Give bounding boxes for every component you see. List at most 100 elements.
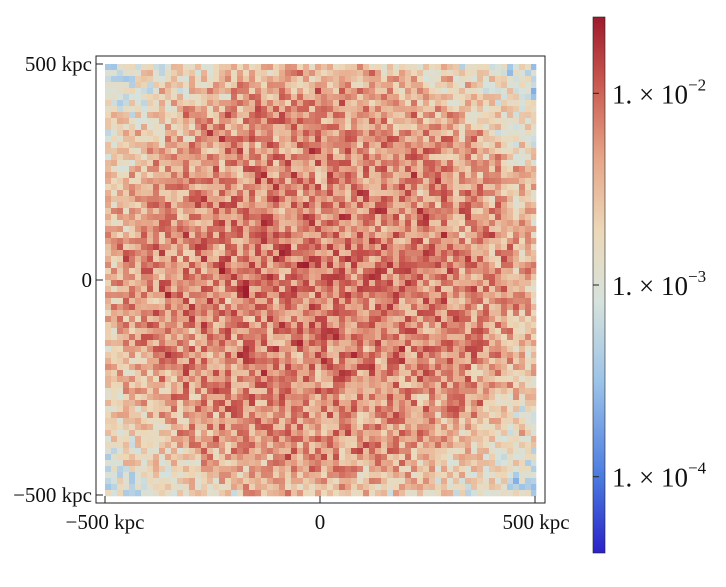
heatmap-cell — [237, 106, 244, 113]
heatmap-cell — [441, 412, 448, 419]
heatmap-cell — [369, 244, 376, 251]
heatmap-cell — [519, 466, 526, 473]
heatmap-cell — [405, 250, 412, 257]
heatmap-cell — [165, 118, 172, 125]
heatmap-cell — [417, 106, 424, 113]
heatmap-cell — [153, 238, 160, 245]
heatmap-cell — [297, 154, 304, 161]
heatmap-cell — [213, 166, 220, 173]
heatmap-cell — [369, 208, 376, 215]
heatmap-cell — [105, 226, 112, 233]
heatmap-cell — [249, 88, 256, 95]
heatmap-cell — [177, 292, 184, 299]
heatmap-cell — [339, 118, 346, 125]
heatmap-cell — [303, 250, 310, 257]
heatmap-cell — [213, 298, 220, 305]
heatmap-cell — [531, 178, 537, 185]
heatmap-cell — [477, 298, 484, 305]
heatmap-cell — [225, 334, 232, 341]
heatmap-cell — [519, 442, 526, 449]
heatmap-cell — [159, 226, 166, 233]
heatmap-cell — [123, 370, 130, 377]
heatmap-cell — [507, 268, 514, 275]
heatmap-cell — [477, 88, 484, 95]
heatmap-cell — [123, 232, 130, 239]
heatmap-cell — [501, 214, 508, 221]
heatmap-cell — [321, 214, 328, 221]
heatmap-cell — [225, 292, 232, 299]
heatmap-cell — [369, 64, 376, 71]
heatmap-cell — [417, 130, 424, 137]
heatmap-cell — [297, 406, 304, 413]
heatmap-cell — [117, 412, 124, 419]
heatmap-cell — [465, 466, 472, 473]
heatmap-cell — [429, 124, 436, 131]
heatmap-cell — [489, 352, 496, 359]
heatmap-cell — [351, 88, 358, 95]
heatmap-cell — [387, 298, 394, 305]
heatmap-cell — [291, 76, 298, 83]
heatmap-cell — [183, 220, 190, 227]
heatmap-cell — [423, 298, 430, 305]
heatmap-cell — [429, 388, 436, 395]
heatmap-cell — [207, 166, 214, 173]
heatmap-cell — [333, 376, 340, 383]
heatmap-cell — [255, 262, 262, 269]
heatmap-cell — [267, 292, 274, 299]
heatmap-cell — [195, 370, 202, 377]
heatmap-cell — [441, 100, 448, 107]
heatmap-cell — [123, 202, 130, 209]
heatmap-cell — [399, 322, 406, 329]
heatmap-cell — [153, 208, 160, 215]
heatmap-cell — [117, 358, 124, 365]
heatmap-cell — [189, 172, 196, 179]
heatmap-cell — [363, 352, 370, 359]
heatmap-cell — [441, 148, 448, 155]
heatmap-cell — [495, 184, 502, 191]
heatmap-cell — [135, 292, 142, 299]
heatmap-cell — [285, 100, 292, 107]
heatmap-cell — [375, 394, 382, 401]
heatmap-cell — [393, 124, 400, 131]
heatmap-cell — [237, 184, 244, 191]
heatmap-cell — [201, 316, 208, 323]
heatmap-cell — [315, 280, 322, 287]
heatmap-cell — [345, 424, 352, 431]
heatmap-cell — [291, 106, 298, 113]
heatmap-cell — [435, 94, 442, 101]
heatmap-cell — [411, 382, 418, 389]
heatmap-cell — [411, 166, 418, 173]
heatmap-cell — [393, 370, 400, 377]
heatmap-cell — [381, 358, 388, 365]
heatmap-cell — [195, 130, 202, 137]
heatmap-cell — [189, 442, 196, 449]
heatmap-cell — [483, 448, 490, 455]
heatmap-cell — [141, 190, 148, 197]
heatmap-cell — [177, 226, 184, 233]
heatmap-cell — [201, 430, 208, 437]
heatmap-cell — [219, 238, 226, 245]
heatmap-cell — [351, 370, 358, 377]
heatmap-cell — [429, 202, 436, 209]
heatmap-cell — [465, 136, 472, 143]
heatmap-cell — [309, 424, 316, 431]
heatmap-cell — [207, 106, 214, 113]
heatmap-cell — [249, 442, 256, 449]
heatmap-cell — [255, 478, 262, 485]
heatmap-cell — [429, 154, 436, 161]
heatmap-cell — [111, 214, 118, 221]
heatmap-cell — [411, 346, 418, 353]
heatmap-cell — [255, 100, 262, 107]
heatmap-cell — [357, 250, 364, 257]
heatmap-cell — [465, 406, 472, 413]
heatmap-cell — [129, 280, 136, 287]
heatmap-cell — [243, 208, 250, 215]
heatmap-cell — [405, 112, 412, 119]
heatmap-cell — [411, 250, 418, 257]
heatmap-cell — [459, 142, 466, 149]
heatmap-cell — [123, 178, 130, 185]
heatmap-cell — [501, 142, 508, 149]
heatmap-cell — [231, 274, 238, 281]
heatmap-cell — [225, 406, 232, 413]
heatmap-cell — [465, 196, 472, 203]
